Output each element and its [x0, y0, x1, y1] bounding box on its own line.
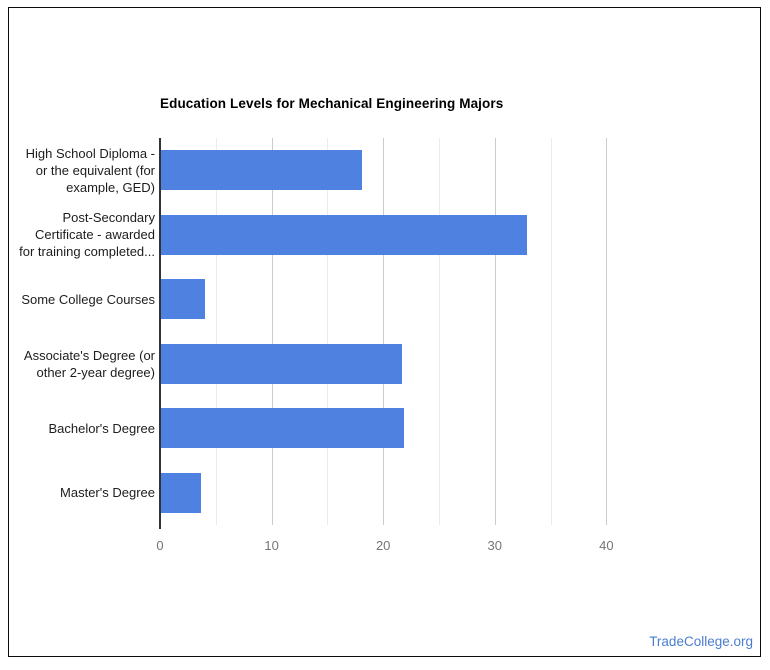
x-tick-label: 0 [156, 538, 164, 553]
category-label: Post-Secondary Certificate - awarded for… [19, 210, 155, 260]
gridline-major [494, 138, 496, 525]
footer-link[interactable]: TradeCollege.org [649, 634, 753, 649]
category-label: High School Diploma - or the equivalent … [25, 145, 155, 195]
y-axis-line [159, 138, 161, 529]
gridline-minor [215, 138, 217, 525]
category-label: Associate's Degree (or other 2-year degr… [23, 347, 155, 380]
category-label: Some College Courses [21, 291, 155, 307]
gridline-major [271, 138, 273, 525]
gridline-minor [550, 138, 552, 525]
category-label: Master's Degree [60, 485, 155, 501]
bar [161, 472, 202, 513]
plot-area [159, 138, 680, 529]
gridline-major [606, 138, 608, 525]
bar [161, 214, 527, 255]
bar [161, 343, 403, 384]
chart-card: Education Levels for Mechanical Engineer… [8, 7, 761, 657]
gridline-minor [327, 138, 329, 525]
category-label: Bachelor's Degree [48, 420, 155, 436]
gridline-major [383, 138, 385, 525]
chart-title: Education Levels for Mechanical Engineer… [160, 96, 504, 111]
x-tick-label: 40 [599, 538, 614, 553]
bar [161, 279, 205, 320]
x-tick-label: 10 [264, 538, 279, 553]
x-tick-label: 20 [375, 538, 391, 553]
bar [161, 150, 362, 191]
gridline-minor [438, 138, 440, 525]
bar [161, 408, 405, 449]
x-tick-label: 30 [487, 538, 502, 553]
